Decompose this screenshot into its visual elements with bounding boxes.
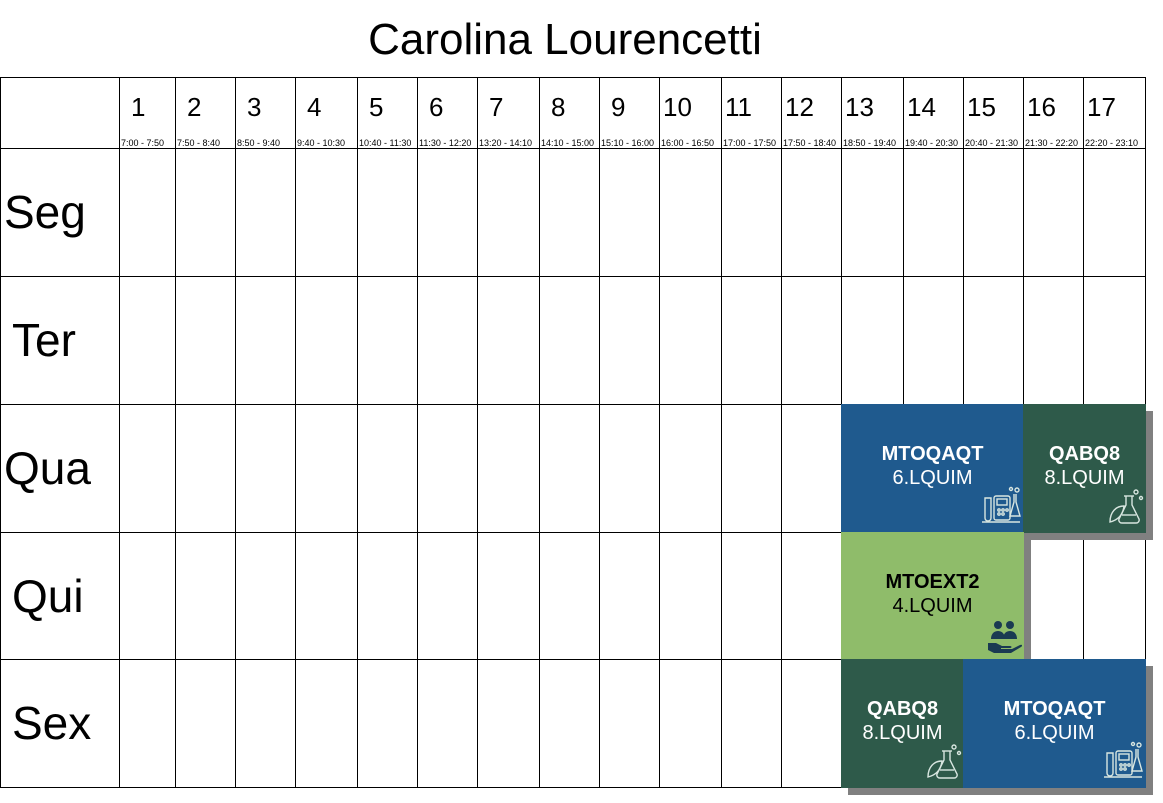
class-room: 8.LQUIM: [862, 722, 943, 744]
class-code: MTOQAQT: [1003, 698, 1106, 720]
period-number: 17: [1087, 92, 1116, 122]
period-number: 9: [611, 92, 626, 122]
lab-equipment-icon: [1102, 739, 1144, 786]
class-block[interactable]: MTOEXT2 4.LQUIM: [841, 532, 1024, 660]
period-number: 15: [967, 92, 996, 122]
period-number: 4: [307, 92, 322, 122]
period-time: 11:30 - 12:20: [419, 138, 472, 148]
grid-vline: [417, 77, 418, 788]
class-block[interactable]: QABQ8 8.LQUIM: [1023, 404, 1146, 533]
class-room: 6.LQUIM: [892, 467, 973, 489]
period-number: 10: [663, 92, 692, 122]
grid-vline: [175, 77, 176, 788]
day-label-ter: Ter: [12, 314, 76, 366]
day-label-seg: Seg: [4, 186, 86, 238]
day-label-qua: Qua: [4, 442, 91, 494]
class-room: 8.LQUIM: [1044, 467, 1125, 489]
class-room: 4.LQUIM: [892, 595, 973, 617]
period-number: 3: [247, 92, 262, 122]
period-number: 14: [907, 92, 936, 122]
grid-hline: [0, 659, 1146, 660]
period-number: 1: [131, 92, 146, 122]
period-number: 2: [187, 92, 202, 122]
period-time: 15:10 - 16:00: [601, 138, 655, 148]
class-code: QABQ8: [1048, 443, 1121, 465]
period-number: 11: [725, 92, 752, 122]
period-time: 16:00 - 16:50: [661, 138, 715, 148]
grid-vline: [235, 77, 236, 788]
period-time: 10:40 - 11:30: [359, 138, 412, 148]
class-block[interactable]: QABQ8 8.LQUIM: [841, 659, 964, 788]
period-time: 9:40 - 10:30: [297, 138, 346, 148]
grid-hline: [0, 404, 1146, 405]
community-hands-icon: [986, 619, 1023, 658]
eco-flask-icon: [1106, 488, 1144, 531]
period-number: 6: [429, 92, 444, 122]
grid-hline: [0, 77, 1146, 78]
period-time: 17:50 - 18:40: [783, 138, 837, 148]
class-code: MTOQAQT: [881, 443, 984, 465]
eco-flask-icon: [924, 743, 962, 786]
class-block[interactable]: MTOQAQT 6.LQUIM: [841, 404, 1024, 533]
class-block[interactable]: MTOQAQT 6.LQUIM: [963, 659, 1146, 788]
lab-equipment-icon: [980, 484, 1022, 531]
class-code: MTOEXT2: [885, 571, 980, 593]
period-time: 22:20 - 23:10: [1085, 138, 1139, 148]
grid-vline: [0, 77, 1, 788]
class-room: 6.LQUIM: [1014, 722, 1095, 744]
period-number: 8: [551, 92, 566, 122]
period-time: 19:40 - 20:30: [905, 138, 959, 148]
period-time: 20:40 - 21:30: [965, 138, 1019, 148]
grid-vline: [119, 77, 120, 788]
grid-hline: [0, 787, 1146, 788]
period-time: 7:00 - 7:50: [121, 138, 165, 148]
day-label-qui: Qui: [12, 570, 84, 622]
grid-vline: [781, 77, 782, 788]
grid-hline: [0, 148, 1146, 149]
grid-vline: [721, 77, 722, 788]
period-number: 13: [845, 92, 874, 122]
page-title: Carolina Lourencetti: [368, 15, 762, 64]
grid-vline: [295, 77, 296, 788]
grid-vline: [477, 77, 478, 788]
period-time: 14:10 - 15:00: [541, 138, 595, 148]
period-time: 17:00 - 17:50: [723, 138, 777, 148]
period-time: 18:50 - 19:40: [843, 138, 897, 148]
grid-vline: [659, 77, 660, 788]
period-time: 7:50 - 8:40: [177, 138, 221, 148]
period-number: 12: [785, 92, 814, 122]
grid-hline: [0, 276, 1146, 277]
period-time: 8:50 - 9:40: [237, 138, 281, 148]
grid-vline: [357, 77, 358, 788]
period-number: 5: [369, 92, 384, 122]
period-number: 7: [489, 92, 504, 122]
day-label-sex: Sex: [12, 697, 92, 749]
class-code: QABQ8: [866, 698, 939, 720]
period-number: 16: [1027, 92, 1056, 122]
grid-vline: [539, 77, 540, 788]
period-time: 21:30 - 22:20: [1025, 138, 1079, 148]
grid-hline: [0, 532, 1146, 533]
period-time: 13:20 - 14:10: [479, 138, 533, 148]
grid-vline: [599, 77, 600, 788]
